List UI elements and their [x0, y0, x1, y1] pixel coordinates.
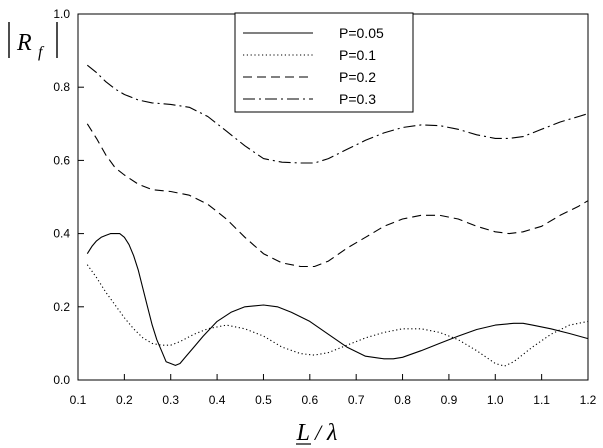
x-tick-label: 0.6	[301, 393, 318, 407]
x-tick-label: 0.2	[116, 393, 133, 407]
y-tick-label: 0.6	[53, 153, 70, 167]
y-tick-label: 0.0	[53, 373, 70, 387]
y-tick-label: 0.8	[53, 80, 70, 94]
x-tick-label: 0.5	[255, 393, 272, 407]
xlabel-separator: /	[313, 420, 323, 445]
x-tick-label: 0.4	[209, 393, 226, 407]
x-tick-label: 1.0	[487, 393, 504, 407]
y-tick-label: 0.2	[53, 300, 70, 314]
legend-label: P=0.2	[339, 69, 376, 85]
x-tick-label: 0.1	[70, 393, 87, 407]
series-line-p005	[86, 233, 589, 366]
legend-box	[234, 12, 414, 113]
y-tick-label: 0.4	[53, 227, 70, 241]
x-tick-label: 1.2	[580, 393, 597, 407]
legend-label: P=0.05	[339, 25, 384, 41]
x-tick-label: 0.3	[162, 393, 179, 407]
x-tick-label: 0.8	[394, 393, 411, 407]
xlabel-numerator: L	[296, 420, 310, 446]
x-tick-label: 0.9	[441, 393, 458, 407]
xlabel-denominator: λ	[326, 420, 337, 446]
series-line-p01	[86, 264, 589, 367]
legend-label: P=0.3	[339, 91, 376, 107]
series-line-p03	[86, 64, 589, 164]
x-tick-label: 0.7	[348, 393, 365, 407]
ylabel-subscript: f	[38, 44, 45, 61]
y-tick-label: 1.0	[53, 7, 70, 21]
series-line-p02	[86, 123, 589, 268]
legend-label: P=0.1	[339, 47, 376, 63]
x-tick-label: 1.1	[533, 393, 550, 407]
ylabel-symbol: R	[16, 30, 32, 56]
